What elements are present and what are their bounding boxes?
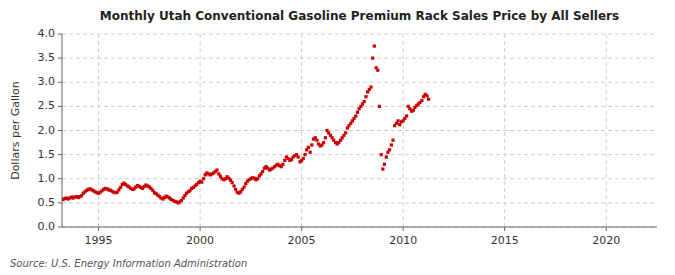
point xyxy=(425,94,428,97)
point xyxy=(420,99,423,102)
tick xyxy=(58,178,62,179)
tick-label: 3.5 xyxy=(38,51,56,64)
grid-line xyxy=(606,34,607,227)
point xyxy=(369,85,372,88)
grid-line xyxy=(62,202,657,203)
point xyxy=(119,186,122,189)
point xyxy=(356,111,359,114)
grid xyxy=(62,34,657,227)
point xyxy=(385,155,388,158)
tick-label: 2000 xyxy=(186,234,214,247)
tick-label: 1.5 xyxy=(38,148,56,161)
grid-line xyxy=(62,58,657,59)
points xyxy=(62,44,430,204)
y-axis-label: Dollars per Gallon xyxy=(9,81,22,180)
point xyxy=(405,114,408,117)
point xyxy=(243,185,246,188)
point xyxy=(261,170,264,173)
title: Monthly Utah Conventional Gasoline Premi… xyxy=(100,9,619,23)
grid-line xyxy=(62,82,657,83)
point xyxy=(376,69,379,72)
point xyxy=(396,119,399,122)
point xyxy=(373,44,376,47)
tick xyxy=(58,34,62,35)
point xyxy=(302,157,305,160)
tick xyxy=(58,106,62,107)
tick xyxy=(58,58,62,59)
tick xyxy=(58,130,62,131)
tick xyxy=(58,82,62,83)
tick xyxy=(58,154,62,155)
point xyxy=(322,141,325,144)
tick xyxy=(98,227,99,231)
chart: 0.0 0.5 1.0 1.5 2.0 2.5 3.0 3.5 4.0 1995 2000 2005 2… xyxy=(0,0,675,275)
tick xyxy=(301,227,302,231)
grid-line xyxy=(62,154,657,155)
point xyxy=(303,153,306,156)
grid-line xyxy=(62,34,657,35)
tick-label: 4.0 xyxy=(38,27,56,40)
grid-line xyxy=(403,34,404,227)
point xyxy=(315,139,318,142)
tick-label: 3.0 xyxy=(38,75,56,88)
point xyxy=(391,139,394,142)
point xyxy=(390,143,393,146)
tick-label: 1.0 xyxy=(38,172,56,185)
point xyxy=(388,148,391,151)
point xyxy=(232,184,235,187)
point xyxy=(344,131,347,134)
point xyxy=(309,151,312,154)
point xyxy=(383,163,386,166)
tick xyxy=(58,202,62,203)
point xyxy=(398,123,401,126)
grid-line xyxy=(200,34,201,227)
point xyxy=(202,177,205,180)
tick-label: 2010 xyxy=(389,234,417,247)
point xyxy=(307,146,310,149)
grid-line xyxy=(98,34,99,227)
point xyxy=(363,100,366,103)
point xyxy=(297,155,300,158)
point xyxy=(412,109,415,112)
tick-label: 2.5 xyxy=(38,99,56,112)
point xyxy=(427,98,430,101)
source-note: Source: U.S. Energy Information Administ… xyxy=(10,258,247,269)
point xyxy=(381,168,384,171)
point xyxy=(310,143,313,146)
tick xyxy=(58,227,62,228)
x-axis xyxy=(62,227,657,228)
grid-line xyxy=(62,178,657,179)
tick-label: 2020 xyxy=(592,234,620,247)
grid-line xyxy=(301,34,302,227)
axes: 0.0 0.5 1.0 1.5 2.0 2.5 3.0 3.5 4.0 1995 2000 2005 2… xyxy=(38,27,658,247)
point xyxy=(281,163,284,166)
grid-line xyxy=(62,130,657,131)
point xyxy=(234,188,237,191)
tick-label: 2.0 xyxy=(38,124,56,137)
point xyxy=(371,57,374,60)
grid-line xyxy=(504,34,505,227)
point xyxy=(283,159,286,162)
point xyxy=(231,181,234,184)
tick xyxy=(504,227,505,231)
point xyxy=(324,136,327,139)
tick xyxy=(403,227,404,231)
tick-label: 0.5 xyxy=(38,196,56,209)
point xyxy=(256,177,259,180)
grid-line xyxy=(62,227,657,228)
tick-label: 0.0 xyxy=(38,220,56,233)
tick-label: 2005 xyxy=(288,234,316,247)
point xyxy=(380,153,383,156)
point xyxy=(200,181,203,184)
point xyxy=(364,95,367,98)
tick xyxy=(200,227,201,231)
point xyxy=(354,114,357,117)
point xyxy=(215,168,218,171)
point xyxy=(378,105,381,108)
tick-label: 2015 xyxy=(491,234,519,247)
tick-label: 1995 xyxy=(85,234,113,247)
tick xyxy=(606,227,607,231)
